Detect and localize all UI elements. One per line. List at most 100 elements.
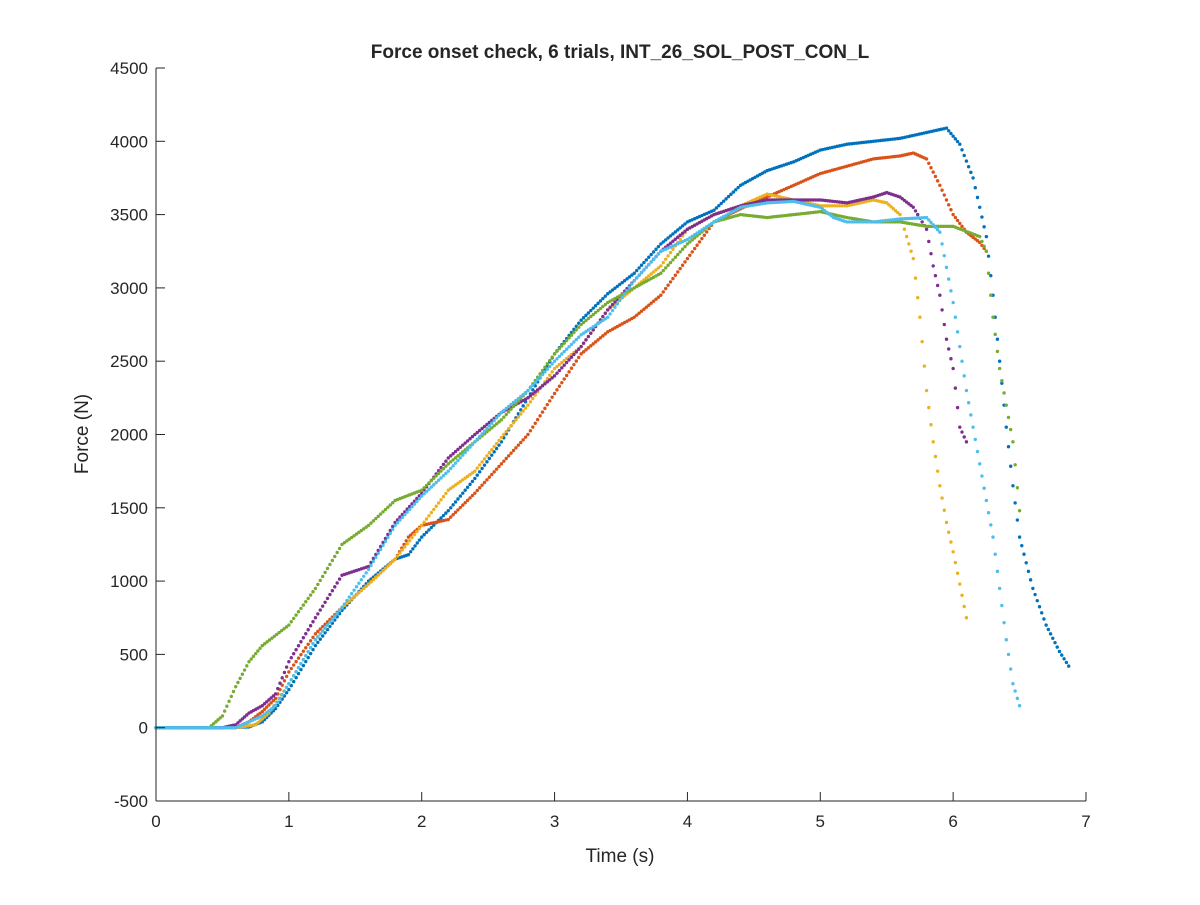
data-point	[663, 266, 668, 270]
data-point	[253, 651, 258, 656]
data-point	[572, 352, 576, 357]
data-point	[784, 200, 789, 204]
data-point	[907, 216, 912, 221]
data-point	[276, 700, 280, 704]
data-point	[301, 649, 306, 653]
data-point	[935, 228, 940, 232]
data-point	[470, 471, 475, 475]
data-point	[1015, 486, 1020, 490]
data-point	[407, 539, 412, 543]
data-point	[569, 352, 574, 357]
data-point	[593, 340, 598, 344]
data-point	[222, 709, 227, 713]
data-point	[362, 586, 366, 590]
data-point	[494, 467, 499, 471]
x-tick-label: 7	[1081, 812, 1090, 831]
data-point	[639, 263, 644, 267]
data-point	[676, 235, 680, 239]
data-point	[997, 366, 1002, 371]
data-point	[446, 462, 450, 466]
data-point	[1015, 696, 1020, 701]
data-point	[323, 631, 327, 635]
data-point	[649, 272, 653, 276]
data-point	[528, 400, 533, 404]
data-point	[796, 198, 801, 202]
data-point	[446, 509, 450, 513]
data-point	[180, 726, 185, 730]
data-point	[366, 567, 371, 572]
data-point	[557, 354, 562, 359]
data-point	[584, 313, 588, 318]
data-point	[586, 311, 591, 315]
data-point	[403, 545, 407, 549]
data-point	[1051, 636, 1055, 640]
data-point	[291, 663, 296, 667]
data-point	[1060, 653, 1064, 657]
data-point	[1048, 632, 1053, 636]
data-point	[671, 276, 675, 281]
data-point	[685, 242, 690, 246]
data-point	[960, 148, 964, 152]
data-point	[688, 236, 692, 240]
data-point	[337, 608, 342, 613]
data-point	[487, 424, 492, 428]
data-point	[473, 491, 477, 495]
data-point	[639, 270, 644, 275]
data-point	[668, 280, 673, 284]
data-point	[461, 453, 465, 457]
data-point	[1004, 638, 1008, 642]
data-point	[449, 454, 453, 458]
data-point	[579, 344, 583, 349]
data-point	[647, 255, 651, 259]
data-point	[557, 346, 562, 351]
data-point	[449, 460, 453, 464]
data-point	[234, 723, 238, 727]
data-point	[973, 437, 977, 442]
data-point	[294, 675, 298, 680]
data-point	[552, 359, 557, 363]
data-point	[671, 232, 675, 236]
data-point	[613, 300, 617, 304]
data-point	[676, 252, 680, 257]
data-point	[1000, 379, 1004, 383]
data-point	[289, 678, 293, 682]
data-point	[562, 377, 566, 381]
data-point	[924, 215, 929, 220]
data-point	[610, 302, 615, 307]
data-point	[953, 560, 958, 565]
data-point	[456, 497, 460, 501]
data-point	[404, 539, 408, 543]
data-point	[833, 204, 837, 208]
data-point	[473, 476, 477, 481]
data-point	[202, 726, 207, 730]
data-point	[376, 514, 380, 519]
data-point	[685, 237, 690, 242]
data-point	[975, 449, 980, 454]
data-point	[944, 224, 948, 229]
data-point	[176, 726, 180, 730]
data-point	[240, 717, 245, 721]
data-point	[451, 451, 455, 456]
data-point	[933, 174, 938, 179]
data-point	[560, 360, 564, 365]
data-point	[262, 707, 267, 712]
data-point	[280, 693, 284, 697]
data-point	[441, 466, 446, 471]
data-point	[337, 546, 342, 551]
data-point	[927, 405, 931, 410]
data-point	[1040, 611, 1044, 615]
data-point	[896, 210, 900, 215]
data-point	[642, 307, 646, 311]
data-point	[391, 527, 395, 532]
data-point	[555, 349, 559, 353]
data-point	[721, 199, 726, 203]
data-point	[577, 347, 581, 351]
data-point	[610, 308, 615, 313]
data-point	[935, 283, 940, 288]
data-point	[451, 513, 455, 517]
data-point	[980, 239, 984, 244]
x-tick-label: 4	[683, 812, 692, 831]
data-point	[477, 486, 482, 490]
data-point	[586, 316, 591, 321]
data-point	[185, 726, 190, 730]
